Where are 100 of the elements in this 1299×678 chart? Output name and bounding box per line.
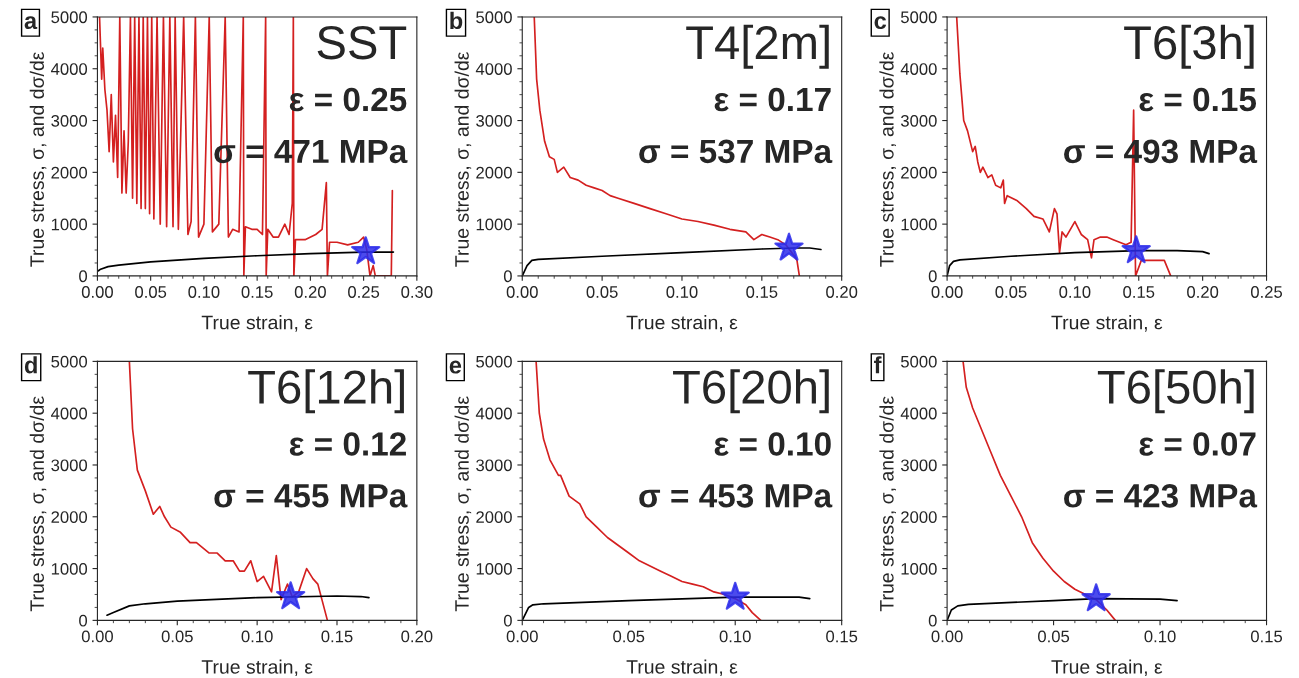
x-tick-label: 0.00 — [81, 630, 113, 643]
annotation: SST — [317, 25, 407, 60]
y-tick-label: 3000 — [51, 114, 88, 127]
x-tick-label: 0.00 — [506, 286, 538, 298]
x-tick-label: 0.10 — [188, 286, 220, 298]
annotation: ε = 0.17 — [714, 87, 831, 112]
x-tick-label: 0.00 — [931, 286, 963, 298]
x-tick-label: 0.10 — [241, 630, 273, 643]
x-tick-label: 0.20 — [1187, 286, 1219, 298]
x-tick-label: 0.05 — [135, 286, 167, 298]
annotation: ε = 0.15 — [1139, 87, 1257, 112]
y-axis-title: True stress, σ, and dσ/dε — [29, 396, 47, 612]
y-tick-label: 5000 — [51, 11, 88, 24]
y-tick-label: 2000 — [476, 166, 512, 179]
x-tick-label: 0.00 — [931, 630, 963, 643]
annotation: T4[2m] — [686, 24, 829, 69]
line-series — [522, 596, 811, 621]
y-tick-label: 1000 — [51, 218, 88, 231]
y-tick-label: 2000 — [901, 166, 937, 179]
x-axis-title: True strain, ε — [626, 659, 738, 677]
y-axis-title: True stress, σ, and dσ/dε — [29, 51, 47, 267]
x-tick-label: 0.00 — [81, 286, 113, 298]
y-tick-label: 4000 — [900, 63, 937, 75]
x-axis-title: True strain, ε — [201, 659, 313, 677]
y-tick-label: 1000 — [476, 218, 512, 231]
y-tick-label: 0 — [79, 270, 88, 283]
y-tick-label: 4000 — [51, 63, 88, 75]
x-tick-label: 0.05 — [995, 286, 1027, 298]
y-tick-label: 1000 — [901, 218, 937, 231]
x-tick-label: 0.15 — [826, 630, 858, 643]
y-axis-title: True stress, σ, and dσ/dε — [879, 396, 896, 612]
x-tick-label: 0.25 — [1250, 286, 1283, 298]
line-series — [947, 597, 1178, 621]
y-tick-label: 0 — [928, 270, 937, 283]
y-tick-label: 0 — [79, 614, 88, 627]
x-axis-title: True strain, ε — [1051, 315, 1163, 332]
y-tick-label: 2000 — [51, 166, 88, 179]
x-tick-label: 0.15 — [321, 630, 353, 643]
y-tick-label: 0 — [503, 270, 512, 283]
y-axis-title: True stress, σ, and dσ/dε — [454, 51, 472, 267]
y-axis-title: True stress, σ, and dσ/dε — [454, 396, 472, 612]
line-series — [947, 249, 1210, 276]
y-tick-label: 4000 — [51, 407, 88, 420]
line-series — [106, 595, 370, 617]
annotation: T6[50h] — [1097, 369, 1254, 414]
annotation: σ = 423 MPa — [1064, 483, 1258, 508]
y-tick-label: 2000 — [51, 511, 88, 523]
annotation: σ = 537 MPa — [639, 139, 833, 164]
x-tick-label: 0.05 — [1038, 630, 1070, 643]
annotation: ε = 0.10 — [714, 432, 831, 456]
y-tick-label: 5000 — [476, 11, 512, 24]
y-tick-label: 3000 — [900, 459, 937, 472]
x-tick-label: 0.10 — [1144, 630, 1176, 643]
annotation: σ = 455 MPa — [214, 484, 408, 508]
y-tick-label: 4000 — [475, 63, 512, 75]
y-tick-label: 1000 — [51, 562, 88, 575]
y-tick-label: 5000 — [900, 355, 937, 368]
x-tick-label: 0.10 — [1059, 286, 1091, 298]
text: f — [874, 356, 882, 374]
y-tick-label: 3000 — [51, 459, 88, 472]
y-tick-label: 5000 — [51, 355, 88, 368]
y-tick-label: 4000 — [475, 407, 512, 420]
y-tick-label: 3000 — [476, 114, 512, 127]
x-tick-label: 0.25 — [348, 286, 380, 298]
x-tick-label: 0.15 — [1250, 630, 1283, 643]
x-tick-label: 0.15 — [1123, 286, 1155, 298]
y-tick-label: 1000 — [476, 562, 512, 575]
x-tick-label: 0.20 — [294, 286, 326, 298]
text: b — [450, 11, 463, 30]
x-axis-title: True strain, ε — [1051, 659, 1163, 677]
y-tick-label: 0 — [928, 614, 937, 627]
annotation: T6[20h] — [673, 369, 829, 414]
line-series — [97, 251, 395, 272]
x-tick-label: 0.20 — [401, 630, 433, 643]
text: c — [874, 16, 887, 30]
text: e — [449, 360, 462, 374]
annotation: T6[3h] — [1124, 24, 1254, 69]
x-tick-label: 0.20 — [826, 286, 858, 298]
y-axis-title: True stress, σ, and dσ/dε — [879, 51, 896, 267]
x-tick-label: 0.05 — [161, 630, 193, 643]
y-tick-label: 3000 — [900, 114, 937, 127]
x-tick-label: 0.15 — [241, 286, 273, 298]
x-tick-label: 0.00 — [506, 630, 538, 643]
x-tick-label: 0.15 — [746, 286, 778, 298]
x-tick-label: 0.05 — [586, 286, 618, 298]
x-tick-label: 0.10 — [666, 286, 698, 298]
annotation: ε = 0.07 — [1139, 432, 1256, 456]
y-tick-label: 1000 — [901, 562, 937, 575]
y-tick-label: 4000 — [900, 407, 937, 420]
annotation: ε = 0.12 — [289, 432, 406, 456]
text: d — [24, 356, 37, 374]
line-series — [522, 247, 822, 276]
y-tick-label: 2000 — [476, 511, 512, 523]
y-tick-label: 5000 — [476, 355, 512, 368]
y-tick-label: 5000 — [900, 11, 937, 24]
x-axis-title: True strain, ε — [626, 315, 738, 332]
annotation: T6[12h] — [248, 369, 404, 414]
annotation: σ = 453 MPa — [639, 483, 833, 508]
x-tick-label: 0.05 — [613, 630, 645, 643]
x-tick-label: 0.30 — [401, 286, 433, 298]
